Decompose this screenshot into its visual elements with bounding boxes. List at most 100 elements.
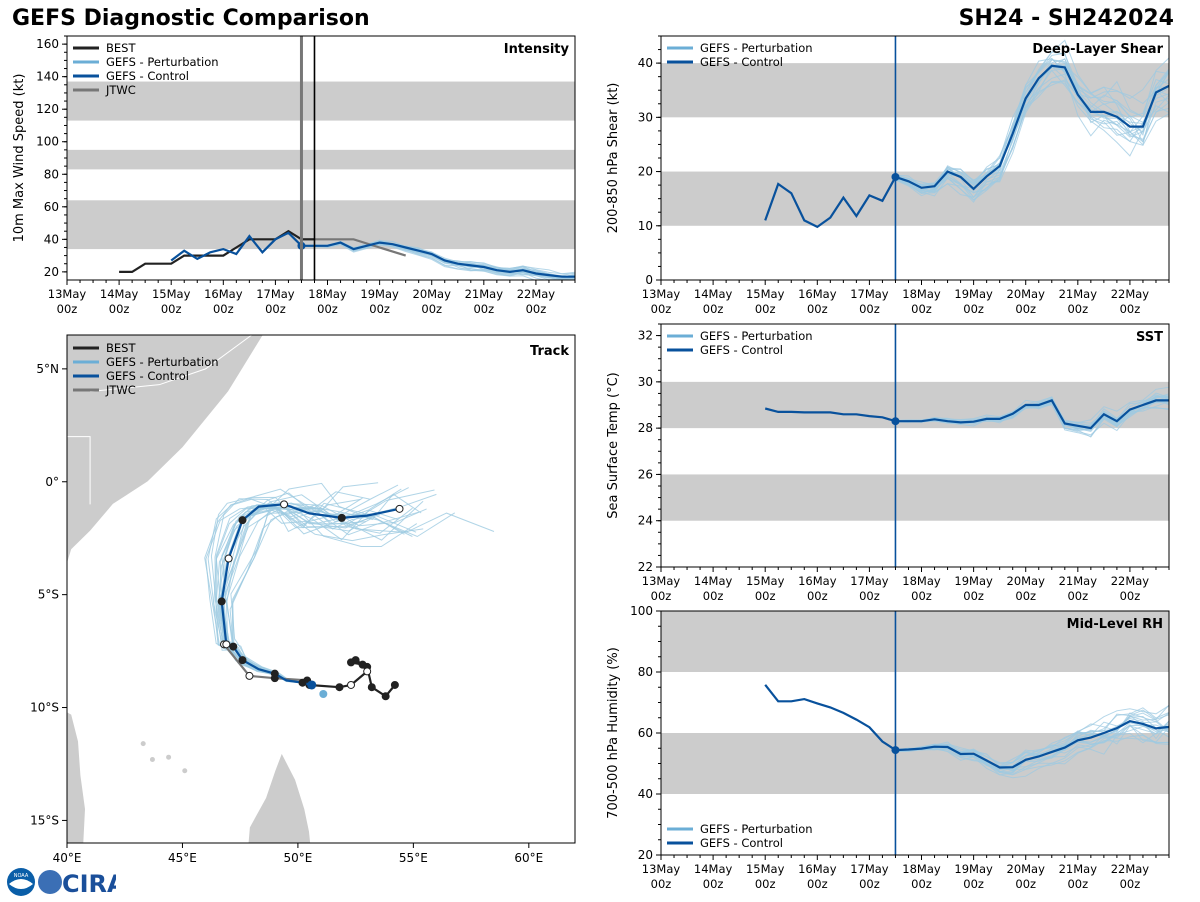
x-tick-label: 22May bbox=[1111, 574, 1150, 588]
shear-panel: 01020304013May00z14May00z15May00z16May00… bbox=[606, 35, 1170, 316]
perturbation-track-line bbox=[225, 503, 456, 686]
x-tick-label: 18May bbox=[902, 862, 941, 876]
sst-plot-area bbox=[764, 386, 1169, 438]
perturbation-member-line bbox=[895, 79, 1169, 203]
perturbation-track-line bbox=[223, 506, 398, 686]
x-tick-label: 00z bbox=[859, 302, 880, 316]
x-tick-label: 13May bbox=[48, 287, 87, 301]
y-tick-label: 30 bbox=[638, 110, 653, 124]
legend-label: GEFS - Control bbox=[700, 343, 783, 357]
y-axis-label: 10m Max Wind Speed (kt) bbox=[12, 74, 27, 243]
x-tick-label: 00z bbox=[1120, 302, 1141, 316]
x-tick-label: 00z bbox=[651, 589, 672, 603]
x-tick-label: 00z bbox=[1120, 589, 1141, 603]
panel-title: SST bbox=[1136, 330, 1163, 345]
x-tick-label: 00z bbox=[369, 302, 390, 316]
perturbation-member-line bbox=[301, 243, 575, 279]
legend-label: GEFS - Control bbox=[700, 836, 783, 850]
x-tick-label: 16May bbox=[798, 287, 837, 301]
y-axis-label: 200-850 hPa Shear (kt) bbox=[606, 83, 621, 234]
control-track-marker bbox=[298, 678, 307, 687]
y-tick-label: 0 bbox=[645, 273, 653, 287]
legend-label: JTWC bbox=[105, 83, 136, 97]
x-tick-label: 17May bbox=[850, 574, 889, 588]
y-tick-label: 26 bbox=[638, 467, 653, 481]
x-tick-label: 20May bbox=[1007, 287, 1046, 301]
y-tick-label: 24 bbox=[638, 514, 653, 528]
x-tick-label: 15May bbox=[746, 862, 785, 876]
longitude-tick-label: 50°E bbox=[283, 851, 312, 865]
x-tick-label: 00z bbox=[1015, 877, 1036, 891]
y-tick-label: 80 bbox=[638, 665, 653, 679]
x-tick-label: 18May bbox=[902, 287, 941, 301]
latitude-tick-label: 15°S bbox=[30, 813, 59, 827]
legend-label: GEFS - Perturbation bbox=[106, 355, 219, 369]
x-tick-label: 00z bbox=[859, 877, 880, 891]
y-tick-label: 40 bbox=[638, 787, 653, 801]
best-track-marker bbox=[363, 667, 372, 676]
x-tick-label: 00z bbox=[651, 877, 672, 891]
control-track-marker bbox=[238, 656, 247, 665]
perturbation-track-line bbox=[222, 507, 405, 686]
cira-logo-text: CIRA bbox=[62, 870, 116, 898]
control-track-marker bbox=[395, 504, 404, 513]
x-tick-label: 00z bbox=[421, 302, 442, 316]
legend-label: GEFS - Control bbox=[700, 55, 783, 69]
y-tick-label: 20 bbox=[44, 265, 59, 279]
x-tick-label: 00z bbox=[911, 589, 932, 603]
x-tick-label: 00z bbox=[963, 877, 984, 891]
x-tick-label: 00z bbox=[317, 302, 338, 316]
control-track-marker bbox=[224, 554, 233, 563]
shear-plot-area bbox=[764, 39, 1169, 229]
y-tick-label: 40 bbox=[44, 232, 59, 246]
x-tick-label: 00z bbox=[755, 877, 776, 891]
panel-title: Track bbox=[530, 344, 569, 359]
best-track-marker bbox=[390, 680, 399, 689]
noaa-seal-text: NOAA bbox=[14, 873, 29, 879]
control-track-marker bbox=[337, 513, 346, 522]
x-tick-label: 00z bbox=[911, 302, 932, 316]
x-tick-label: 22May bbox=[1111, 862, 1150, 876]
y-tick-label: 32 bbox=[638, 329, 653, 343]
x-tick-label: 16May bbox=[798, 574, 837, 588]
x-tick-label: 00z bbox=[1120, 877, 1141, 891]
perturbation-init-point bbox=[319, 689, 328, 698]
control-series-line bbox=[764, 399, 1169, 430]
x-tick-label: 20May bbox=[1007, 574, 1046, 588]
x-tick-label: 00z bbox=[703, 877, 724, 891]
rh-plot-area bbox=[764, 684, 1169, 779]
y-tick-label: 140 bbox=[36, 70, 59, 84]
control-track-marker bbox=[280, 500, 289, 509]
x-tick-label: 00z bbox=[213, 302, 234, 316]
best-track-marker bbox=[335, 683, 344, 692]
x-tick-label: 00z bbox=[1067, 589, 1088, 603]
x-tick-label: 00z bbox=[161, 302, 182, 316]
x-tick-label: 00z bbox=[807, 302, 828, 316]
border-line bbox=[67, 436, 91, 505]
y-axis-label: Sea Surface Temp (°C) bbox=[606, 372, 621, 519]
x-tick-label: 00z bbox=[963, 589, 984, 603]
best-track-marker bbox=[367, 683, 376, 692]
madagascar-landmass bbox=[247, 751, 312, 843]
x-tick-label: 13May bbox=[642, 862, 681, 876]
legend-label: GEFS - Control bbox=[106, 69, 189, 83]
x-tick-label: 00z bbox=[755, 302, 776, 316]
perturbation-member-line bbox=[895, 58, 1169, 201]
x-tick-label: 00z bbox=[807, 877, 828, 891]
rh-panel: 2040608010013May00z14May00z15May00z16May… bbox=[606, 604, 1170, 891]
longitude-tick-label: 60°E bbox=[514, 851, 543, 865]
x-tick-label: 20May bbox=[1007, 862, 1046, 876]
sst-frame bbox=[660, 323, 1170, 568]
control-track-marker bbox=[229, 642, 238, 651]
perturbation-track-line bbox=[229, 509, 418, 686]
control-track-marker bbox=[238, 516, 247, 525]
y-tick-label: 30 bbox=[638, 375, 653, 389]
best-track-marker bbox=[347, 658, 356, 667]
legend-label: BEST bbox=[106, 341, 136, 355]
panel-title: Deep-Layer Shear bbox=[1032, 42, 1163, 57]
x-tick-label: 00z bbox=[911, 877, 932, 891]
jtwc-track-marker bbox=[245, 671, 254, 680]
threshold-band bbox=[661, 474, 1169, 521]
y-tick-label: 160 bbox=[36, 37, 59, 51]
